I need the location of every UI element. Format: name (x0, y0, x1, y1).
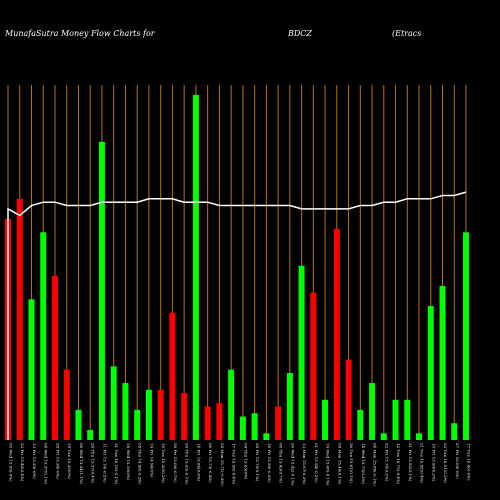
x-tick-label: 24 Thu 15.37(0.4%) (91, 443, 96, 484)
header-title: MunafaSutra Money Flow Charts for (4, 29, 156, 38)
header-subtitle: (Etracs (392, 29, 421, 38)
bar (87, 429, 94, 440)
bar (28, 299, 35, 440)
x-tick-label: 01 Fri 15.54(-0.2%) (314, 443, 319, 483)
bar (181, 393, 188, 440)
bar (134, 409, 141, 440)
bar (192, 94, 199, 440)
x-tick-label: 04 Wed 15.37(0.1%) (44, 443, 49, 485)
bar (275, 406, 282, 440)
bar (216, 403, 223, 440)
x-tick-label: 05 Thu 14.96(-0.3%) (138, 443, 143, 485)
bar (63, 369, 70, 440)
bar (416, 433, 423, 440)
bar (251, 413, 258, 440)
bar (322, 399, 329, 440)
x-tick-label: 14 Wed 15.73(0.3%) (361, 443, 366, 485)
money-flow-line (7, 191, 467, 440)
x-tick-label: 19 Wed 15.68(-0.1%) (326, 443, 331, 486)
bar (40, 232, 47, 440)
bar (333, 228, 340, 440)
x-tick-label: 06 Wed 15.54(1.1%) (79, 443, 84, 485)
bar (357, 409, 364, 440)
x-tick-label: 23 Fri 15.40(0.4%) (20, 443, 25, 482)
bar (451, 423, 458, 440)
x-tick-label: 09 Mon 15.46(0.1%) (337, 443, 342, 485)
x-tick-label: 31 Tue 15.19(-0.1%) (114, 443, 119, 485)
bar (369, 383, 376, 440)
x-tick-label: 03 Tue 16.01(0.2%) (443, 443, 448, 483)
bar (463, 232, 469, 440)
bar (75, 409, 82, 440)
x-tick-label: 18 Wed 15.19(0%) (126, 443, 131, 481)
bar (439, 285, 446, 440)
x-tick-label: 17 Tue 15.58(-0.4%) (232, 443, 237, 485)
x-tick-label: 11 Fri 15.16(-0.2%) (102, 443, 107, 483)
x-tick-label: 06 Fri 15.73(-0.4%) (208, 443, 213, 483)
x-tick-label: 31 Fri 15.82(0.1%) (408, 443, 413, 482)
x-tick-label: 29 Fri 15.34(-0%) (55, 443, 60, 479)
bar (145, 389, 152, 440)
bar (157, 389, 164, 440)
bar (228, 369, 235, 440)
x-tick-label: 27 Fri 16.05(-0%) (455, 443, 460, 479)
x-tick-label: 02 Wed 15.05(-0%) (9, 443, 14, 482)
x-tick-label: 09 Thu 15.65(0%) (243, 443, 248, 480)
bar (263, 433, 270, 440)
x-tick-labels: 02 Wed 15.05(-0%) 23 Fri 15.40(0.4%) 13 Fr… (9, 443, 472, 486)
bar (16, 198, 23, 440)
x-tick-label: 29 Fri 15.70(0.1%) (255, 443, 260, 482)
bar (98, 141, 105, 440)
x-tick-label: 10 Fri 15.93(0.2%) (431, 443, 436, 482)
bar (51, 275, 58, 440)
x-tick-label: 28 Fri 15.08(-0.1%) (173, 443, 178, 483)
x-tick-label: 19 Tue 15.35(0%) (67, 443, 72, 480)
x-tick-label: 13 Fri 15.35(-0%) (32, 443, 37, 479)
bar (310, 292, 317, 440)
x-tick-label: 14 Fri 15.84(0.6%) (196, 443, 201, 482)
x-tick-label: 26 Wed 15.42(-0.1%) (290, 443, 295, 486)
header-symbol: BDCZ (287, 29, 312, 38)
bar (122, 383, 129, 440)
x-tick-label: 20 Thu 15.03(-0.1%) (185, 443, 190, 485)
bar (169, 312, 176, 440)
bar (345, 359, 352, 440)
x-tick-label: 13 Mon 15.67(0.3%) (302, 443, 307, 485)
x-tick-label: 26 Tue 15.61(0.1%) (349, 443, 354, 483)
bar (404, 399, 411, 440)
bar (286, 373, 293, 440)
x-tick-label: 19 Fri 14.94(0%) (149, 443, 154, 478)
bar (298, 265, 305, 440)
x-tick-label: 18 Fri 15.56(-0.3%) (267, 443, 272, 483)
x-tick-label: 04 Mon 15.80(-0.1%) (373, 443, 378, 486)
x-tick-label: 12 Tue 15.75(-0.4%) (396, 443, 401, 485)
bar (427, 306, 434, 440)
bar (392, 399, 399, 440)
bar (239, 416, 246, 440)
bar (380, 433, 387, 440)
x-tick-label: 22 Fri 15.74(0.2%) (384, 443, 389, 482)
x-tick-label: 08 Thu 15.43(0.7%) (279, 443, 284, 484)
x-tick-label: 17 Tue 16.06(-0%) (467, 443, 472, 481)
x-tick-label: 10 Tue 15.30(0.2%) (161, 443, 166, 483)
x-tick-label: 28 Mon 15.71(-0.5%) (220, 443, 225, 486)
bar (110, 366, 117, 440)
x-tick-label: 21 Tue 15.82(0.4%) (420, 443, 425, 483)
bar (204, 406, 211, 440)
bar-series (5, 94, 469, 440)
